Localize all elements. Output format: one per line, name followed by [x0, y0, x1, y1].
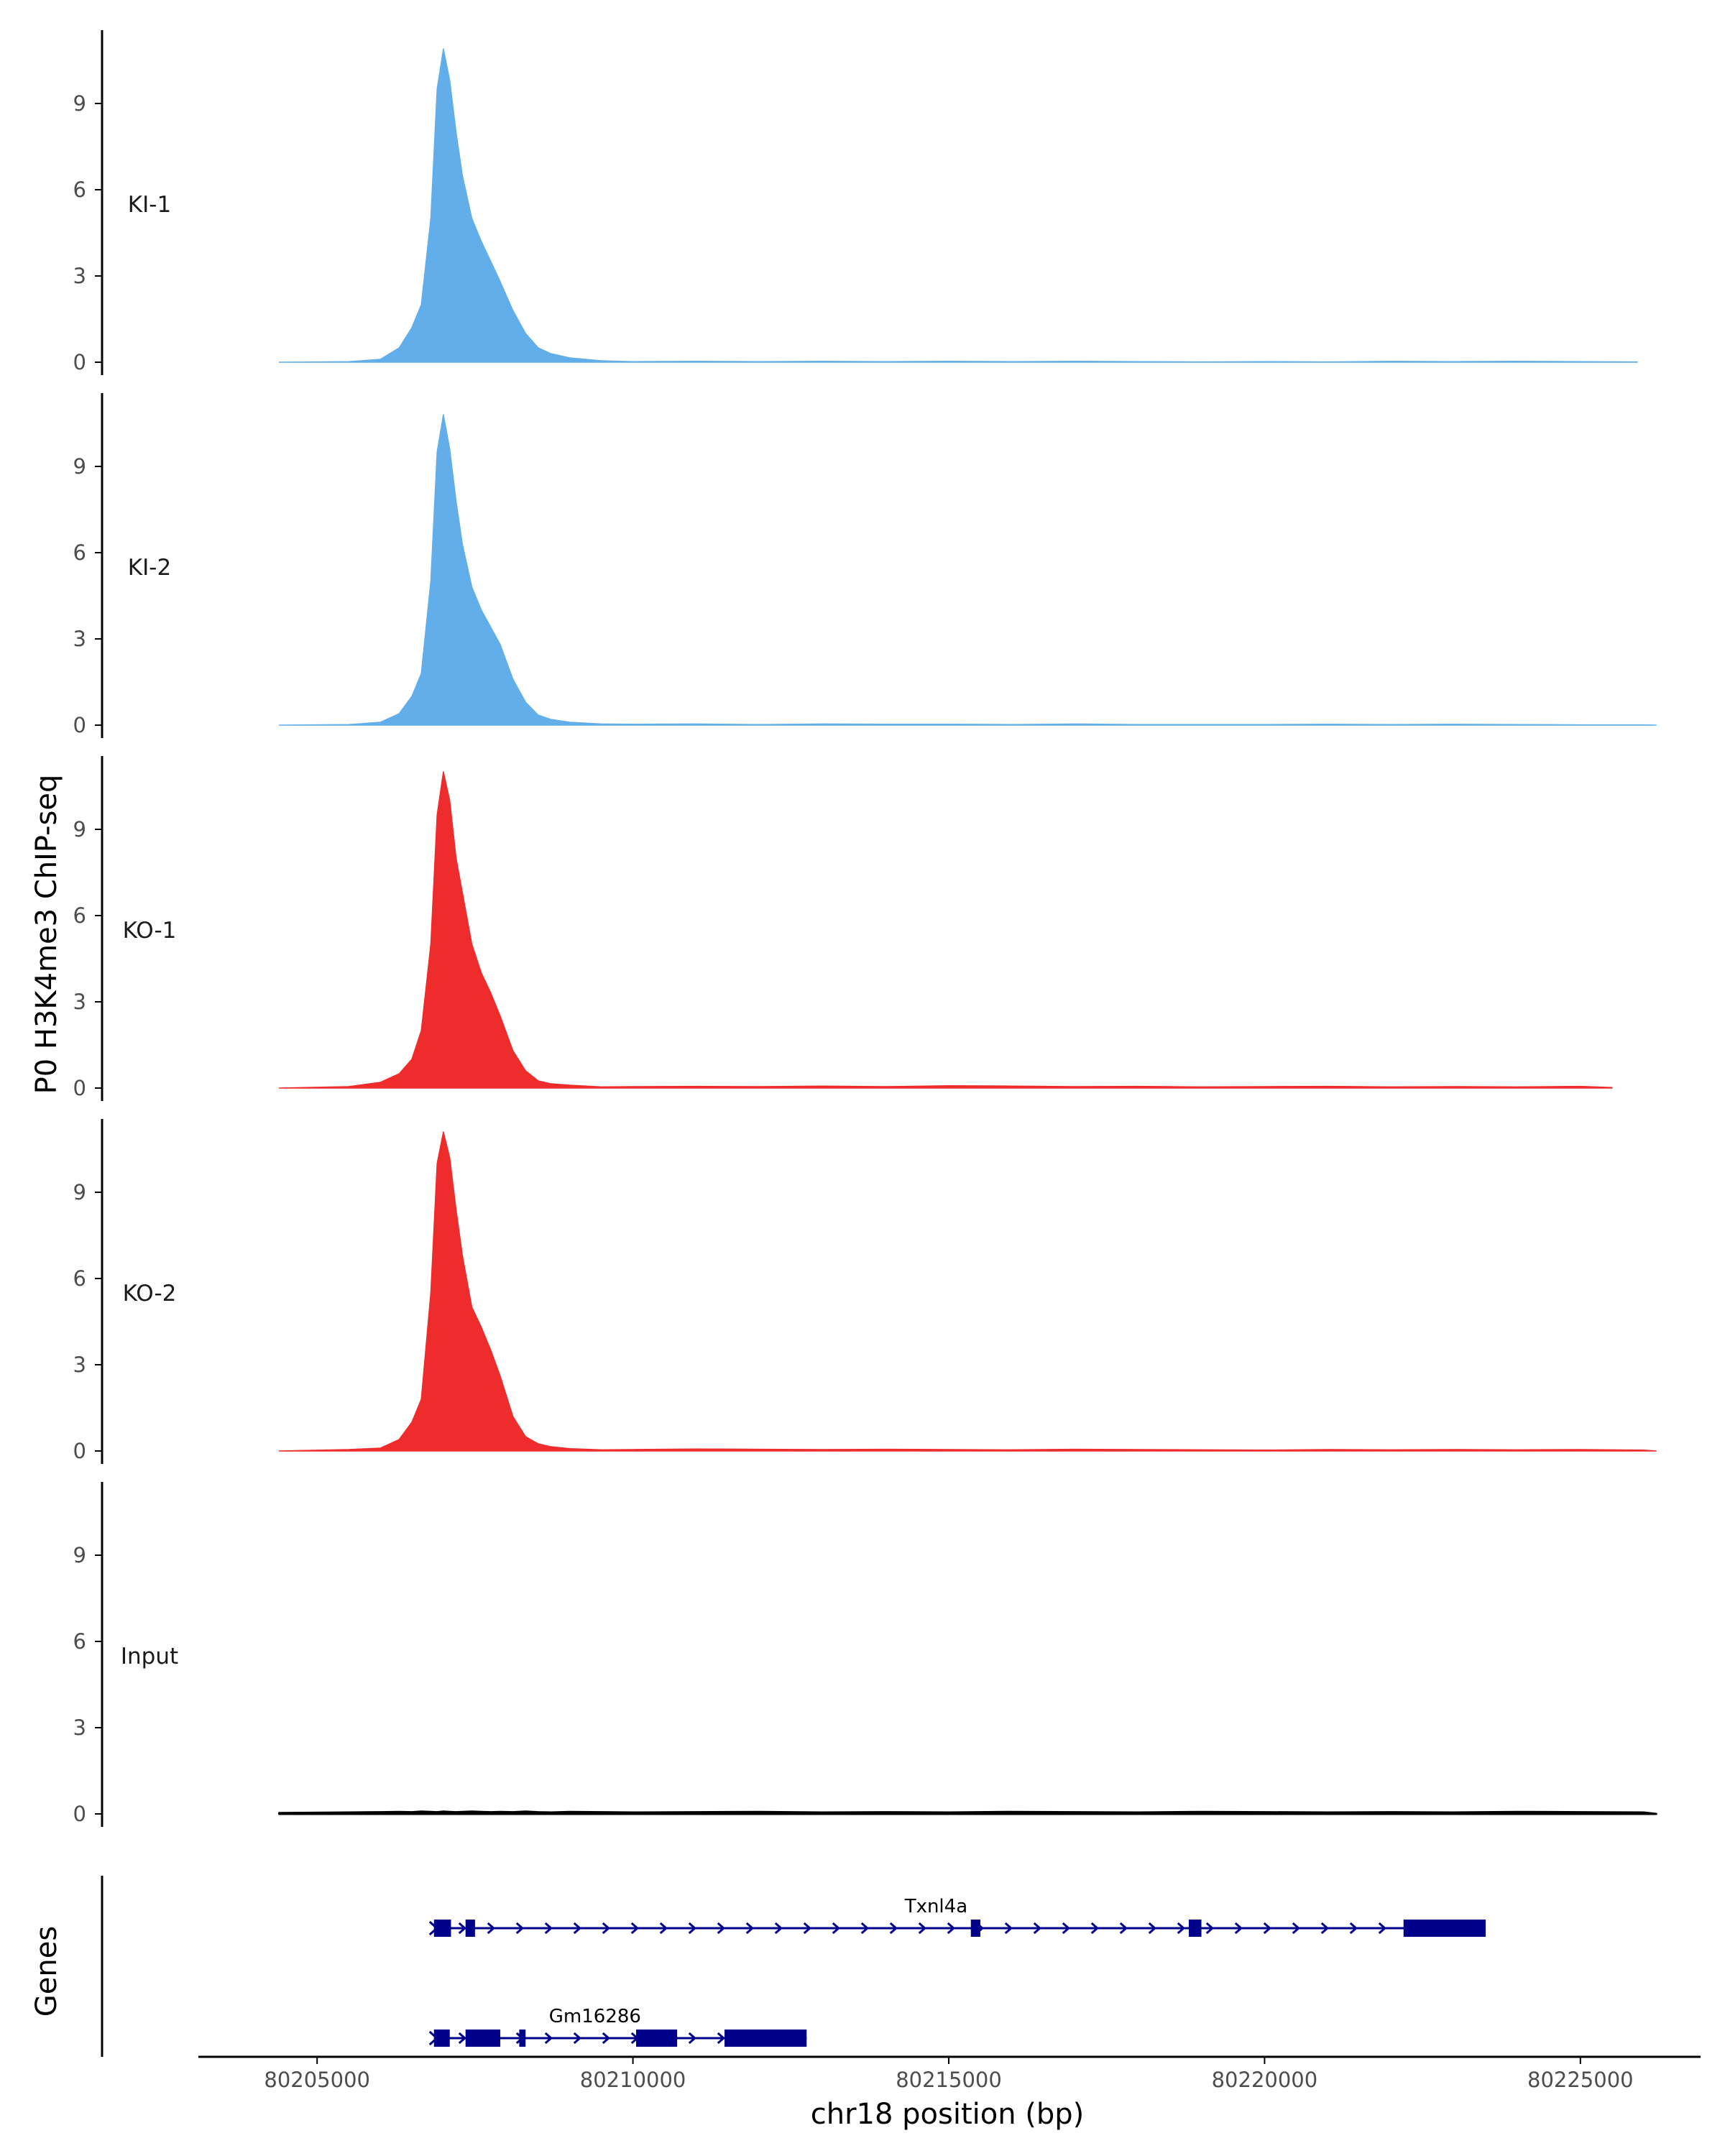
strand-arrow	[1119, 1922, 1128, 1935]
y-tick-label: 6	[73, 178, 86, 202]
strand-arrow	[947, 1922, 956, 1935]
x-axis-title: chr18 position (bp)	[811, 2098, 1085, 2131]
track-ki-1: 0 3 6 9 KI-1	[73, 30, 1638, 375]
track-label: Input	[121, 1644, 178, 1669]
y-axis-title: P0 H3K4me3 ChIP-seq	[30, 775, 63, 1095]
strand-arrow	[1148, 1922, 1157, 1935]
gene-exon	[970, 1920, 980, 1937]
track-input: 0 3 6 9 Input	[73, 1482, 1657, 1827]
y-tick-label: 6	[73, 1629, 86, 1654]
y-tick-label: 9	[73, 454, 86, 479]
y-tick-label: 3	[73, 1353, 86, 1377]
track-ki-2: 0 3 6 9 KI-2	[73, 393, 1657, 738]
strand-arrow	[1090, 1922, 1100, 1935]
y-tick-label: 6	[73, 903, 86, 928]
strand-arrow	[688, 1922, 697, 1935]
signal-area	[278, 48, 1638, 363]
strand-arrow	[630, 1922, 640, 1935]
gene-exon	[1188, 1920, 1202, 1937]
gene-gm16286: Gm16286	[428, 2006, 807, 2047]
strand-arrow	[487, 1922, 496, 1935]
signal-tracks: 0 3 6 9 KI-1 0 3 6 9 KI-2 0 3 6 9 KO-1 0 3 6 9 KO-2 0 3 6 9 Inpu…	[73, 30, 1657, 1827]
gene-exon	[1403, 1920, 1486, 1937]
strand-arrow	[1320, 1922, 1330, 1935]
strand-arrow	[717, 2032, 726, 2045]
y-tick-label: 3	[73, 1715, 86, 1740]
strand-arrow	[1033, 1922, 1042, 1935]
strand-arrow	[860, 1922, 870, 1935]
gene-exon	[724, 2030, 807, 2047]
gene-exon	[433, 1920, 451, 1937]
y-tick-label: 9	[73, 1180, 86, 1204]
strand-arrow	[1205, 1922, 1215, 1935]
gene-label: Gm16286	[549, 2006, 641, 2027]
strand-arrow	[1234, 1922, 1243, 1935]
signal-area	[278, 1810, 1657, 1815]
y-tick-label: 9	[73, 1543, 86, 1567]
gene-label: Txnl4a	[904, 1896, 967, 1917]
track-ko-2: 0 3 6 9 KO-2	[73, 1119, 1657, 1464]
x-tick-label: 80205000	[264, 2068, 370, 2092]
strand-arrow	[602, 2032, 611, 2045]
strand-arrow	[688, 2032, 697, 2045]
gene-txnl4a: Txnl4a	[428, 1896, 1486, 1937]
strand-arrow	[515, 1922, 525, 1935]
signal-area	[278, 771, 1613, 1089]
strand-arrow	[1263, 1922, 1272, 1935]
y-tick-label: 3	[73, 264, 86, 288]
track-label: KI-2	[128, 555, 171, 581]
strand-arrow	[1177, 1922, 1186, 1935]
strand-arrow	[1292, 1922, 1301, 1935]
track-label: KI-1	[128, 192, 171, 218]
y-tick-label: 0	[73, 350, 86, 374]
strand-arrow	[1349, 1922, 1358, 1935]
x-tick-label: 80210000	[580, 2068, 686, 2092]
strand-arrow	[918, 1922, 927, 1935]
gene-exon	[465, 1920, 475, 1937]
track-label: KO-2	[123, 1281, 177, 1307]
y-tick-label: 3	[73, 627, 86, 651]
y-tick-label: 6	[73, 540, 86, 565]
genes-track-title: Genes	[30, 1926, 63, 2017]
strand-arrow	[602, 1922, 611, 1935]
track-label: KO-1	[123, 918, 177, 944]
x-tick-label: 80225000	[1527, 2068, 1634, 2092]
strand-arrow	[458, 1922, 467, 1935]
strand-arrow	[1378, 1922, 1387, 1935]
gene-exon	[519, 2030, 526, 2047]
y-tick-label: 9	[73, 91, 86, 116]
strand-arrow	[573, 2032, 582, 2045]
track-ko-1: 0 3 6 9 KO-1	[73, 756, 1613, 1101]
strand-arrow	[889, 1922, 898, 1935]
y-tick-label: 9	[73, 817, 86, 842]
x-axis: 80205000 80210000 80215000 80220000 80225000	[198, 2055, 1701, 2092]
strand-arrow	[745, 1922, 755, 1935]
gene-exon	[433, 2030, 450, 2047]
strand-arrow	[544, 1922, 553, 1935]
x-tick-label: 80215000	[896, 2068, 1002, 2092]
y-tick-label: 0	[73, 1439, 86, 1463]
strand-arrow	[774, 1922, 783, 1935]
x-tick-label: 80220000	[1212, 2068, 1318, 2092]
gene-annotation-track: Txnl4a Gm16286	[101, 1876, 1486, 2057]
signal-area	[278, 1131, 1657, 1452]
gene-exon	[465, 2030, 501, 2047]
y-tick-label: 0	[73, 1802, 86, 1826]
y-tick-label: 0	[73, 1076, 86, 1100]
strand-arrow	[832, 1922, 841, 1935]
strand-arrow	[458, 2032, 467, 2045]
strand-arrow	[544, 2032, 553, 2045]
strand-arrow	[659, 1922, 668, 1935]
strand-arrow	[717, 1922, 726, 1935]
y-tick-label: 3	[73, 990, 86, 1014]
gene-exon	[635, 2030, 678, 2047]
strand-arrow	[1004, 1922, 1013, 1935]
strand-arrow	[803, 1922, 812, 1935]
y-tick-label: 6	[73, 1266, 86, 1291]
strand-arrow	[573, 1922, 582, 1935]
strand-arrow	[1062, 1922, 1071, 1935]
y-tick-label: 0	[73, 713, 86, 737]
signal-area	[278, 414, 1657, 726]
